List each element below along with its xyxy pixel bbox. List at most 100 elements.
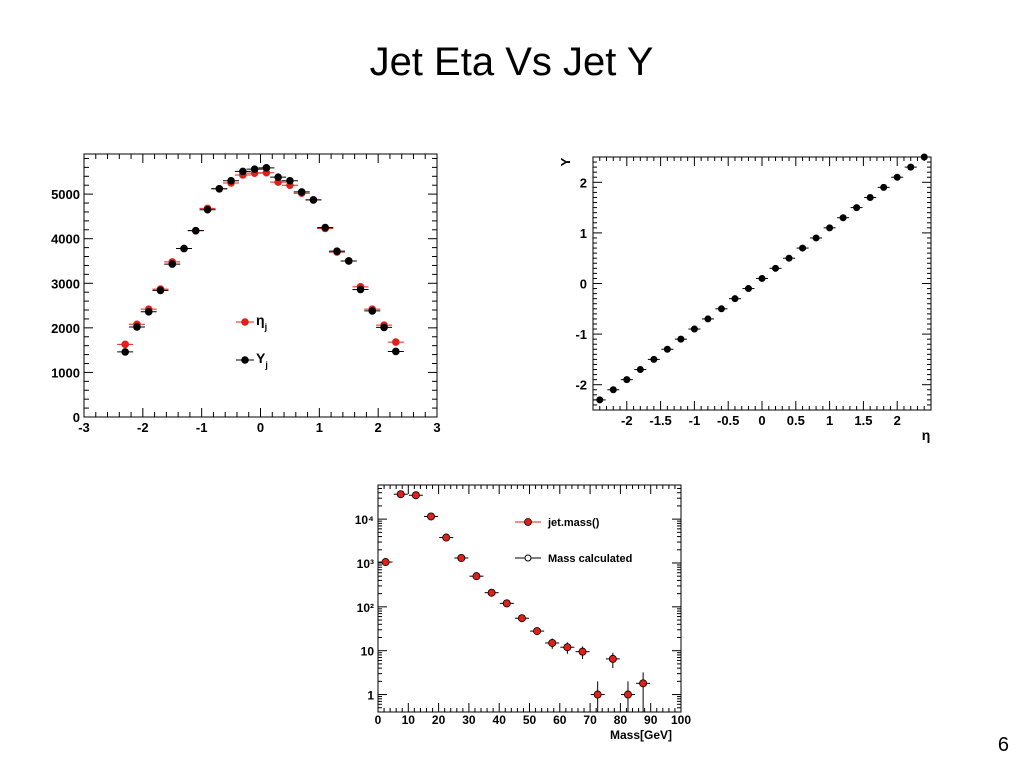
y-eta-point (758, 274, 766, 282)
eta-y-distribution-plot: -3 -2 -1 0 1 2 3 0 1000 2000 3000 4000 5000 ηj Yj (51, 153, 441, 435)
plot-frame (592, 156, 932, 411)
x-tick-label-0: 0 (375, 713, 382, 727)
x-tick-label-0-5: 0.5 (787, 413, 805, 428)
y-point (180, 244, 188, 253)
y-eta-point (704, 315, 712, 323)
y-eta-point (866, 193, 874, 201)
x-tick-label-2: -2 (621, 413, 633, 428)
y-axis-title: Y (558, 157, 573, 166)
y-eta-point (731, 295, 739, 303)
x-tick-label-40: 40 (493, 713, 507, 727)
x-tick-label-0: 0 (257, 420, 264, 435)
mass-point (442, 533, 451, 542)
legend-label-mass-calculated: Mass calculated (548, 553, 632, 565)
y-point (133, 323, 141, 331)
y-eta-point (650, 355, 658, 363)
y-point (321, 223, 330, 232)
y-tick-label-10: 10 (361, 645, 375, 659)
x-tick-label-80: 80 (614, 713, 628, 727)
x-tick-label-60: 60 (553, 713, 567, 727)
x-tick-label-0: 0 (758, 413, 765, 428)
y-eta-point (690, 325, 698, 333)
mass-point (487, 588, 496, 597)
slide-number: 6 (997, 734, 1009, 756)
mass-point (457, 553, 466, 562)
y-point (239, 167, 247, 176)
mass-point (502, 599, 511, 608)
y-point (203, 205, 212, 214)
y-eta-point (596, 396, 604, 404)
x-tick-label-3: 3 (433, 420, 440, 435)
legend-marker (241, 318, 249, 326)
mass-point (563, 643, 572, 652)
eta-point (121, 340, 129, 349)
y-tick-label-0: 0 (73, 410, 80, 425)
y-point (274, 173, 282, 181)
x-tick-label-2: 2 (375, 420, 382, 435)
y-tick-label-0: 0 (580, 277, 587, 292)
mass-point (396, 490, 405, 499)
y-point (262, 164, 271, 172)
legend-label-eta: ηj (256, 312, 267, 332)
y-point (191, 226, 200, 235)
x-tick-label-50: 50 (523, 713, 537, 727)
x-tick-label-70: 70 (583, 713, 597, 727)
mass-point (608, 654, 617, 663)
x-tick-label-2: -2 (137, 420, 149, 435)
y-point (368, 307, 377, 315)
mass-point (411, 491, 420, 500)
y-eta-point (812, 234, 820, 242)
mass-point (427, 512, 436, 521)
y-point (250, 165, 259, 173)
y-eta-point (663, 345, 671, 353)
y-point (344, 257, 353, 265)
y-eta-point (839, 214, 847, 222)
x-tick-label-1-5: 1.5 (854, 413, 872, 428)
plot-frame (83, 153, 438, 418)
y-tick-label-2: 2 (580, 175, 587, 190)
y-vs-eta-plot: -2 -1.5 -1 -0.5 0 0.5 1 1.5 2 -2 -1 0 1 2 η Y (558, 153, 932, 443)
x-axis-title: Mass[GeV] (610, 728, 672, 742)
y-point (380, 323, 388, 332)
x-tick-label-90: 90 (644, 713, 658, 727)
legend-label-jet-mass: jet.mass() (547, 517, 600, 529)
y-eta-point (636, 366, 644, 374)
x-tick-label-20: 20 (432, 713, 446, 727)
y-tick-label-4000: 4000 (51, 232, 80, 247)
x-tick-label-0-5: -0.5 (717, 413, 739, 428)
x-tick-label-1-5: -1.5 (649, 413, 671, 428)
y-eta-point (907, 163, 915, 171)
legend-marker (524, 554, 532, 562)
y-point (121, 348, 129, 356)
eta-point (392, 338, 400, 346)
y-point (215, 184, 224, 193)
y-eta-point (799, 244, 807, 252)
y-point (156, 286, 165, 295)
y-eta-point (880, 183, 888, 191)
y-eta-point (717, 305, 725, 313)
y-point (333, 247, 341, 255)
y-tick-label-2: -2 (575, 378, 587, 393)
legend-marker (524, 518, 532, 526)
mass-point (578, 647, 587, 656)
y-eta-point (785, 254, 793, 262)
y-eta-point (893, 173, 901, 181)
y-point (392, 347, 400, 356)
y-tick-label-3000: 3000 (51, 276, 80, 291)
y-point (356, 285, 365, 294)
mass-point (623, 690, 632, 699)
y-tick-label-1000: 1000 (51, 365, 80, 380)
x-tick-label-1: -1 (196, 420, 208, 435)
y-eta-point (826, 224, 834, 232)
jet-mass-plot: 0 10 20 30 40 50 60 70 80 90 10011010²10³10⁴Mass[G… (355, 484, 691, 742)
legend-label-y: Yj (256, 350, 268, 370)
y-tick-label-10: 10⁴ (355, 513, 374, 527)
y-eta-point (772, 264, 780, 272)
y-eta-point (920, 153, 928, 161)
y-eta-point (744, 285, 752, 293)
x-axis-title: η (922, 427, 931, 443)
mass-point (593, 690, 602, 699)
mass-point (548, 638, 557, 647)
y-point (227, 176, 235, 185)
y-tick-label-1: 1 (580, 226, 587, 241)
